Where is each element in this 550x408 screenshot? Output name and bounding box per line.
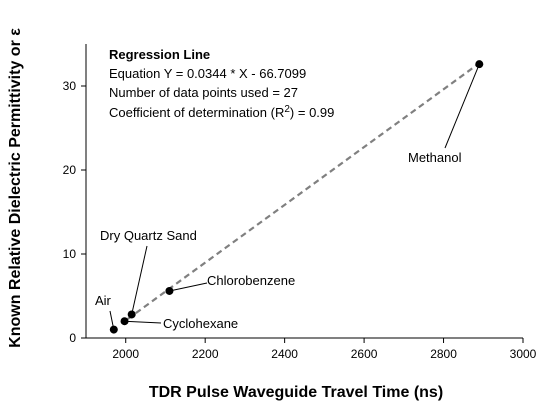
data-point [165, 286, 174, 295]
y-tick-label: 20 [63, 163, 77, 177]
x-tick-label: 3000 [510, 347, 537, 361]
point-labels: Air Cyclohexane Dry Quartz Sand Chlorobenze… [95, 150, 462, 331]
annotation-r2-suffix: ) = 0.99 [290, 105, 334, 120]
x-tick-label: 2200 [192, 347, 219, 361]
y-axis-title: Known Relative Dielectric Permittivity o… [7, 28, 24, 348]
x-tick-label: 2600 [351, 347, 378, 361]
x-tick-label: 2800 [430, 347, 457, 361]
axes [85, 44, 523, 339]
x-ticks: 2000 2200 2400 2600 2800 3000 [112, 338, 537, 361]
y-tick-label: 10 [63, 247, 77, 261]
regression-line [127, 62, 480, 320]
point-label: Air [95, 293, 112, 308]
y-tick-label: 0 [69, 331, 76, 345]
y-ticks: 0 10 20 30 [63, 79, 86, 345]
regression-annotation: Regression Line Equation Y = 0.0344 * X … [109, 47, 334, 120]
leader-lines [109, 63, 480, 330]
annotation-equation: Equation Y = 0.0344 * X - 66.7099 [109, 66, 306, 81]
x-tick-label: 2000 [112, 347, 139, 361]
leader-line [169, 282, 208, 292]
y-tick-label: 30 [63, 79, 77, 93]
annotation-r2: Coefficient of determination (R2) = 0.99 [109, 104, 334, 120]
point-label: Chlorobenzene [207, 273, 295, 288]
data-point [109, 325, 118, 334]
leader-line [131, 245, 148, 315]
data-points [109, 60, 484, 334]
leader-line [124, 320, 162, 324]
leader-line [444, 63, 480, 149]
point-label: Dry Quartz Sand [100, 228, 197, 243]
annotation-r2-prefix: Coefficient of determination (R [109, 105, 284, 120]
x-tick-label: 2400 [271, 347, 298, 361]
point-label: Methanol [408, 150, 462, 165]
x-axis-title: TDR Pulse Waveguide Travel Time (ns) [149, 384, 443, 401]
annotation-n-points: Number of data points used = 27 [109, 85, 298, 100]
annotation-r2-sup: 2 [284, 104, 290, 115]
point-label: Cyclohexane [163, 316, 238, 331]
annotation-heading: Regression Line [109, 47, 210, 62]
data-point [475, 60, 484, 69]
data-point [120, 317, 129, 326]
data-point [127, 310, 136, 319]
